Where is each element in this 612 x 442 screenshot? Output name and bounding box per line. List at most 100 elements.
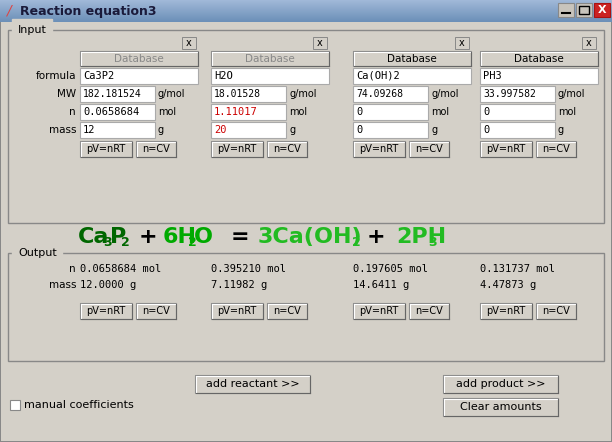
Text: PH3: PH3 xyxy=(483,71,502,81)
Text: Ca(OH)2: Ca(OH)2 xyxy=(356,71,400,81)
Bar xyxy=(0,9,612,10)
Bar xyxy=(8,30,604,223)
Text: n=CV: n=CV xyxy=(273,306,301,316)
Text: 0.131737 mol: 0.131737 mol xyxy=(480,264,555,274)
Text: add reactant >>: add reactant >> xyxy=(206,379,299,389)
Bar xyxy=(267,141,307,157)
Text: mol: mol xyxy=(158,107,176,117)
Text: 0.0658684: 0.0658684 xyxy=(83,107,140,117)
Bar xyxy=(443,398,558,416)
Text: mol: mol xyxy=(431,107,449,117)
Text: 2: 2 xyxy=(188,236,196,248)
Text: Database: Database xyxy=(114,53,164,64)
Text: 2: 2 xyxy=(121,236,130,248)
Bar xyxy=(480,51,598,66)
Text: n=CV: n=CV xyxy=(273,144,301,154)
Text: 74.09268: 74.09268 xyxy=(356,89,403,99)
Text: add product >>: add product >> xyxy=(456,379,545,389)
Text: n=CV: n=CV xyxy=(415,144,443,154)
Text: 3: 3 xyxy=(428,236,436,248)
Bar xyxy=(211,141,263,157)
Bar xyxy=(211,68,329,84)
Bar xyxy=(0,2,612,3)
Bar xyxy=(480,68,598,84)
Bar xyxy=(582,37,596,49)
Bar xyxy=(211,51,329,66)
Bar xyxy=(0,1,612,2)
Text: n=CV: n=CV xyxy=(142,306,170,316)
Text: manual coefficients: manual coefficients xyxy=(24,400,134,410)
Bar xyxy=(353,86,428,102)
Bar xyxy=(536,141,576,157)
Bar xyxy=(0,21,612,22)
Text: x: x xyxy=(586,38,592,48)
Text: 14.6411 g: 14.6411 g xyxy=(353,280,409,290)
Text: x: x xyxy=(186,38,192,48)
Text: /: / xyxy=(6,4,10,18)
Bar xyxy=(80,303,132,319)
Text: =: = xyxy=(231,227,249,247)
Text: H2O: H2O xyxy=(214,71,233,81)
Text: g/mol: g/mol xyxy=(558,89,586,99)
Text: n=CV: n=CV xyxy=(142,144,170,154)
Bar xyxy=(353,68,471,84)
Bar xyxy=(0,17,612,18)
Text: 33.997582: 33.997582 xyxy=(483,89,536,99)
Text: n=CV: n=CV xyxy=(542,144,570,154)
Bar xyxy=(353,122,428,138)
Bar xyxy=(211,104,286,120)
Bar xyxy=(313,37,327,49)
Bar xyxy=(480,86,555,102)
Text: g/mol: g/mol xyxy=(431,89,458,99)
Text: Ca3P2: Ca3P2 xyxy=(83,71,114,81)
Text: 0: 0 xyxy=(356,107,362,117)
Bar xyxy=(480,122,555,138)
Text: g: g xyxy=(289,125,295,135)
Text: 0: 0 xyxy=(483,107,489,117)
Text: 0.0658684 mol: 0.0658684 mol xyxy=(80,264,161,274)
Bar xyxy=(211,303,263,319)
Text: n: n xyxy=(69,264,76,274)
Text: pV=nRT: pV=nRT xyxy=(217,306,256,316)
Text: Database: Database xyxy=(514,53,564,64)
Bar xyxy=(353,303,405,319)
Bar xyxy=(0,19,612,20)
Bar xyxy=(211,86,286,102)
Text: Ca: Ca xyxy=(78,227,110,247)
Bar xyxy=(0,15,612,16)
Bar xyxy=(0,20,612,21)
Bar xyxy=(579,6,589,14)
Bar xyxy=(0,5,612,6)
Bar xyxy=(136,303,176,319)
Bar xyxy=(0,11,612,12)
Bar xyxy=(182,37,196,49)
Text: 18.01528: 18.01528 xyxy=(214,89,261,99)
Bar xyxy=(10,400,20,410)
Bar xyxy=(409,141,449,157)
Text: Clear amounts: Clear amounts xyxy=(460,402,541,412)
Bar xyxy=(455,37,469,49)
Text: pV=nRT: pV=nRT xyxy=(487,144,526,154)
Text: mol: mol xyxy=(558,107,576,117)
Text: X: X xyxy=(598,5,606,15)
Text: formula: formula xyxy=(35,71,76,81)
Bar xyxy=(80,86,155,102)
Bar xyxy=(480,141,532,157)
Text: 3: 3 xyxy=(103,236,111,248)
Bar xyxy=(353,104,428,120)
Bar xyxy=(409,303,449,319)
Bar xyxy=(195,375,310,393)
Text: 2: 2 xyxy=(352,236,360,248)
Bar xyxy=(536,303,576,319)
Text: 12: 12 xyxy=(83,125,95,135)
Text: 0.395210 mol: 0.395210 mol xyxy=(211,264,286,274)
Bar xyxy=(443,375,558,393)
Text: n=CV: n=CV xyxy=(415,306,443,316)
Text: pV=nRT: pV=nRT xyxy=(359,306,398,316)
Bar xyxy=(0,14,612,15)
Text: mol: mol xyxy=(289,107,307,117)
Text: x: x xyxy=(317,38,323,48)
Text: x: x xyxy=(459,38,465,48)
Bar xyxy=(80,51,198,66)
Bar xyxy=(0,6,612,7)
